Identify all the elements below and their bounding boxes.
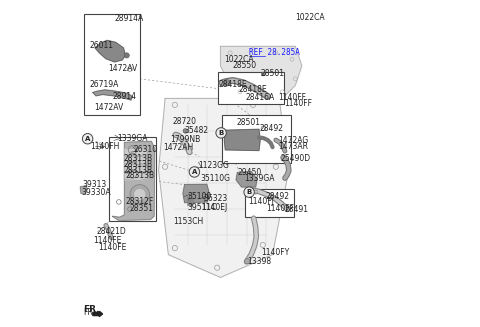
Text: B: B bbox=[218, 130, 224, 136]
Circle shape bbox=[216, 128, 227, 138]
Text: 26011: 26011 bbox=[90, 41, 114, 50]
Text: 28312F: 28312F bbox=[125, 198, 154, 206]
Text: 1339GA: 1339GA bbox=[244, 174, 275, 183]
Text: 39511C: 39511C bbox=[188, 203, 217, 212]
Text: 26719A: 26719A bbox=[90, 80, 119, 89]
Circle shape bbox=[83, 133, 93, 144]
Polygon shape bbox=[183, 184, 209, 202]
Circle shape bbox=[183, 129, 188, 133]
Text: A: A bbox=[192, 169, 197, 175]
Text: 35110G: 35110G bbox=[200, 174, 230, 183]
Polygon shape bbox=[236, 172, 257, 187]
Text: 1140FE: 1140FE bbox=[98, 243, 127, 252]
Text: 39330A: 39330A bbox=[81, 188, 111, 197]
Polygon shape bbox=[188, 198, 194, 206]
Polygon shape bbox=[224, 129, 260, 150]
Text: 1140EJ: 1140EJ bbox=[201, 203, 227, 212]
Text: 28492: 28492 bbox=[265, 192, 289, 201]
FancyBboxPatch shape bbox=[222, 115, 291, 163]
Circle shape bbox=[244, 259, 250, 264]
Text: 1140FF: 1140FF bbox=[284, 99, 312, 108]
Text: 28720: 28720 bbox=[172, 117, 196, 126]
Text: 1140FE: 1140FE bbox=[93, 235, 121, 245]
Circle shape bbox=[133, 188, 146, 201]
FancyBboxPatch shape bbox=[84, 14, 140, 115]
Text: 28418E: 28418E bbox=[239, 85, 267, 94]
Polygon shape bbox=[95, 41, 125, 62]
Text: 28550: 28550 bbox=[233, 61, 257, 70]
Text: 28492: 28492 bbox=[260, 124, 284, 133]
Text: 28418E: 28418E bbox=[219, 80, 248, 89]
Text: 1472AV: 1472AV bbox=[94, 103, 123, 112]
Text: 28501: 28501 bbox=[236, 118, 260, 127]
Text: 39313: 39313 bbox=[82, 180, 107, 189]
Text: 1799NB: 1799NB bbox=[170, 135, 200, 144]
Circle shape bbox=[189, 167, 200, 177]
Text: A: A bbox=[85, 136, 90, 142]
Text: 1339GA: 1339GA bbox=[117, 134, 147, 143]
Text: 1140FF: 1140FF bbox=[266, 204, 294, 213]
Text: 25490D: 25490D bbox=[281, 154, 311, 163]
Text: 26310: 26310 bbox=[133, 145, 157, 154]
Circle shape bbox=[224, 79, 230, 86]
Text: 1473AR: 1473AR bbox=[278, 142, 308, 151]
Polygon shape bbox=[124, 156, 147, 164]
Text: 35482: 35482 bbox=[184, 126, 208, 135]
Text: 1472AH: 1472AH bbox=[164, 143, 194, 152]
Text: 28421D: 28421D bbox=[97, 227, 127, 236]
Polygon shape bbox=[112, 141, 155, 220]
Text: 1472AV: 1472AV bbox=[108, 64, 137, 73]
Text: FR.: FR. bbox=[83, 305, 99, 314]
Text: 36323: 36323 bbox=[204, 194, 228, 203]
Polygon shape bbox=[158, 98, 289, 278]
Polygon shape bbox=[124, 148, 147, 156]
Text: 28313B: 28313B bbox=[123, 154, 153, 163]
Text: 28491: 28491 bbox=[285, 205, 309, 214]
Polygon shape bbox=[81, 186, 87, 194]
Text: 28914A: 28914A bbox=[115, 14, 144, 23]
Polygon shape bbox=[220, 46, 302, 98]
Polygon shape bbox=[93, 90, 132, 100]
Text: FR.: FR. bbox=[83, 308, 95, 317]
Text: 28416A: 28416A bbox=[246, 93, 275, 102]
Text: 1123GG: 1123GG bbox=[198, 161, 229, 170]
Text: 29450: 29450 bbox=[238, 168, 262, 177]
Polygon shape bbox=[124, 164, 147, 172]
Circle shape bbox=[124, 53, 129, 58]
Text: 1140FY: 1140FY bbox=[261, 248, 289, 257]
Text: 28313B: 28313B bbox=[123, 165, 153, 175]
Text: 28351: 28351 bbox=[129, 204, 153, 213]
FancyBboxPatch shape bbox=[245, 189, 294, 217]
Text: 1153CH: 1153CH bbox=[173, 217, 204, 226]
Polygon shape bbox=[124, 173, 147, 181]
Circle shape bbox=[130, 185, 149, 204]
FancyBboxPatch shape bbox=[109, 137, 156, 221]
Text: 28914: 28914 bbox=[112, 92, 136, 101]
Circle shape bbox=[244, 187, 254, 198]
Text: 1140FH: 1140FH bbox=[90, 142, 120, 151]
FancyArrow shape bbox=[93, 311, 103, 317]
Text: 1472AG: 1472AG bbox=[278, 136, 309, 145]
Circle shape bbox=[262, 72, 265, 76]
Text: B: B bbox=[247, 189, 252, 195]
Text: 1022CA: 1022CA bbox=[224, 55, 254, 64]
Text: REF 28.285A: REF 28.285A bbox=[249, 48, 300, 57]
Text: 28313B: 28313B bbox=[125, 171, 155, 181]
Text: 35100: 35100 bbox=[188, 192, 212, 201]
Text: 28501: 28501 bbox=[260, 69, 284, 78]
Text: 1140FJ: 1140FJ bbox=[248, 198, 274, 206]
Text: 1022CA: 1022CA bbox=[295, 13, 325, 22]
Text: 13398: 13398 bbox=[247, 257, 271, 266]
Text: 28313B: 28313B bbox=[123, 160, 153, 169]
FancyBboxPatch shape bbox=[218, 72, 284, 104]
Text: 1140FF: 1140FF bbox=[278, 93, 306, 102]
